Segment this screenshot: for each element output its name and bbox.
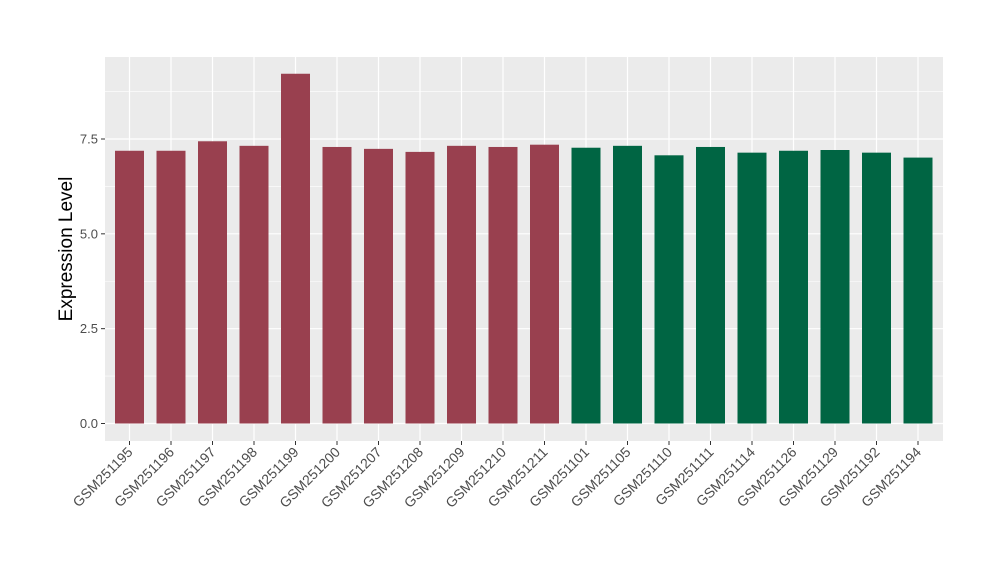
bar-GSM251195 bbox=[115, 150, 144, 424]
x-axis: GSM251195GSM251196GSM251197GSM251198GSM2… bbox=[69, 441, 924, 511]
bar-GSM251126 bbox=[779, 150, 808, 424]
bar-GSM251209 bbox=[447, 145, 476, 424]
bar-GSM251198 bbox=[239, 145, 269, 424]
plot-panel bbox=[105, 57, 943, 441]
bar-GSM251200 bbox=[322, 146, 352, 424]
y-tick-label: 5.0 bbox=[80, 226, 98, 241]
bar-GSM251207 bbox=[364, 148, 393, 424]
bar-GSM251196 bbox=[156, 150, 186, 424]
bar-GSM251208 bbox=[405, 151, 435, 424]
y-tick-label: 7.5 bbox=[80, 132, 98, 147]
bar-GSM251111 bbox=[696, 146, 725, 424]
bar-GSM251194 bbox=[903, 157, 933, 424]
bar-GSM251101 bbox=[571, 147, 601, 424]
bar-GSM251197 bbox=[198, 141, 227, 424]
bar-GSM251211 bbox=[530, 144, 559, 424]
y-tick-label: 0.0 bbox=[80, 416, 98, 431]
bars bbox=[115, 73, 933, 424]
bar-GSM251199 bbox=[281, 73, 310, 424]
bar-GSM251210 bbox=[488, 146, 518, 424]
bar-GSM251192 bbox=[862, 152, 891, 424]
y-axis-title: Expression Level bbox=[56, 177, 77, 322]
bar-GSM251105 bbox=[613, 145, 642, 424]
bar-GSM251129 bbox=[820, 150, 850, 424]
y-axis: 0.0 2.5 5.0 7.5 bbox=[80, 132, 105, 431]
y-tick-label: 2.5 bbox=[80, 321, 98, 336]
bar-GSM251110 bbox=[654, 155, 684, 424]
bar-GSM251114 bbox=[737, 152, 767, 424]
